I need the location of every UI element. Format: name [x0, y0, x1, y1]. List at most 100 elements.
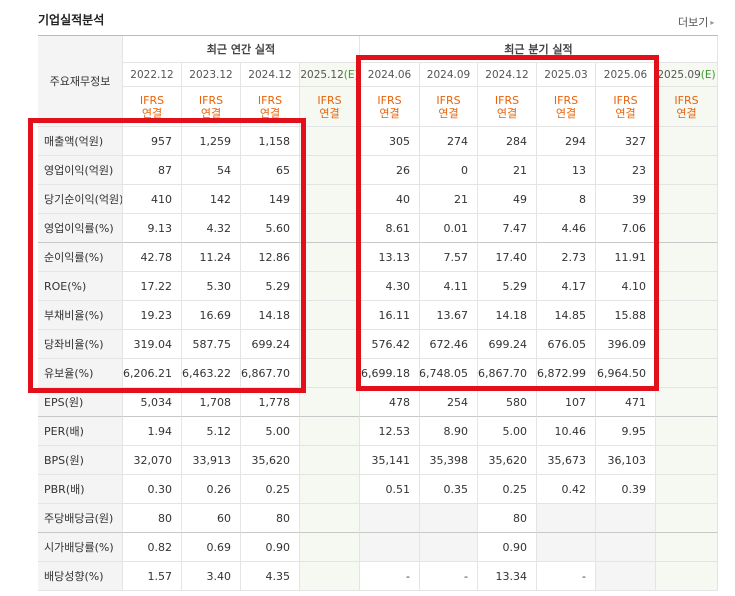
basis-text: IFRS [494, 93, 520, 107]
cell: 957 [123, 127, 182, 156]
row-label: 배당성향(%) [38, 562, 123, 591]
row-label: 유보율(%) [38, 359, 123, 388]
cell [300, 533, 360, 562]
cell: 0.69 [182, 533, 241, 562]
cell: 587.75 [182, 330, 241, 359]
cell [537, 504, 596, 533]
cell: 0.82 [123, 533, 182, 562]
cell: 49 [478, 185, 537, 214]
cell [300, 562, 360, 591]
cell: 478 [360, 388, 420, 417]
cell: 9.95 [596, 417, 656, 446]
cell: 142 [182, 185, 241, 214]
cell: 2.73 [537, 243, 596, 272]
basis-text: IFRS [257, 93, 283, 107]
cell: 35,141 [360, 446, 420, 475]
cell: 35,620 [478, 446, 537, 475]
basis-text: 연결 [141, 106, 163, 120]
basis-text: IFRS [674, 93, 699, 107]
cell [656, 475, 718, 504]
cell: 8 [537, 185, 596, 214]
cell: 36,103 [596, 446, 656, 475]
basis-header: IFRS 연결 [241, 87, 300, 127]
period-text: 2022.12 [130, 68, 174, 81]
more-text[interactable]: 더보기 [678, 16, 709, 29]
cell [656, 388, 718, 417]
cell: 699.24 [241, 330, 300, 359]
cell: 0.35 [420, 475, 478, 504]
cell: 410 [123, 185, 182, 214]
cell: 0.51 [360, 475, 420, 504]
cell: 4.30 [360, 272, 420, 301]
basis-text: IFRS [436, 93, 461, 107]
cell: 14.85 [537, 301, 596, 330]
basis-text: 연결 [259, 106, 281, 120]
cell: 4.32 [182, 214, 241, 243]
row-label: 부채비율(%) [38, 301, 123, 330]
cell: 21 [420, 185, 478, 214]
group-header: 최근 연간 실적 [123, 36, 360, 63]
cell [656, 214, 718, 243]
cell: 13.13 [360, 243, 420, 272]
cell: 3.40 [182, 562, 241, 591]
cell [656, 533, 718, 562]
row-label: 당좌비율(%) [38, 330, 123, 359]
highlight-box [28, 118, 306, 393]
cell: 35,398 [420, 446, 478, 475]
basis-text: IFRS [198, 93, 224, 107]
cell: 284 [478, 127, 537, 156]
cell: 305 [360, 127, 420, 156]
cell: 0.39 [596, 475, 656, 504]
cell: 0.90 [478, 533, 537, 562]
cell [656, 504, 718, 533]
cell: 60 [182, 504, 241, 533]
cell: 274 [420, 127, 478, 156]
cell: - [537, 562, 596, 591]
cell: 149 [241, 185, 300, 214]
basis-text: 연결 [676, 106, 697, 120]
cell [420, 504, 478, 533]
cell: 19.23 [123, 301, 182, 330]
cell: 35,673 [537, 446, 596, 475]
cell: 1,778 [241, 388, 300, 417]
highlight-box [356, 55, 659, 391]
cell: 65 [241, 156, 300, 185]
basis-header: IFRS 연결 [123, 87, 182, 127]
period-header: 2024.06 [360, 63, 420, 87]
basis-header: IFRS 연결 [656, 87, 718, 127]
cell: 294 [537, 127, 596, 156]
row-label: 영업이익률(%) [38, 214, 123, 243]
cell [596, 504, 656, 533]
row-label: BPS(원) [38, 446, 123, 475]
cell: 0.90 [241, 533, 300, 562]
cell: 6,867.70 [241, 359, 300, 388]
cell: 33,913 [182, 446, 241, 475]
more-arrow[interactable]: ▸ [710, 17, 715, 27]
more-link[interactable]: 더보기 ▸ [678, 13, 714, 31]
cell [656, 446, 718, 475]
cell: 40 [360, 185, 420, 214]
basis-text: 연결 [438, 106, 459, 120]
cell: 676.05 [537, 330, 596, 359]
cell: 1,158 [241, 127, 300, 156]
estimate-mark: (E) [343, 68, 359, 81]
basis-text: 연결 [379, 106, 400, 120]
row-label: 순이익률(%) [38, 243, 123, 272]
row-label: ROE(%) [38, 272, 123, 301]
period-text: 2024.06 [367, 68, 412, 81]
cell: 5.29 [478, 272, 537, 301]
cell: 5.29 [241, 272, 300, 301]
cell: 471 [596, 388, 656, 417]
cell: 0.26 [182, 475, 241, 504]
cell [656, 359, 718, 388]
cell [300, 504, 360, 533]
cell: 5.30 [182, 272, 241, 301]
period-header: 2025.12 (E) [300, 63, 360, 87]
cell: 8.90 [420, 417, 478, 446]
cell: 8.61 [360, 214, 420, 243]
cell: 21 [478, 156, 537, 185]
period-header: 2024.12 [478, 63, 537, 87]
cell: 17.22 [123, 272, 182, 301]
cell: 16.11 [360, 301, 420, 330]
cell: 1,708 [182, 388, 241, 417]
